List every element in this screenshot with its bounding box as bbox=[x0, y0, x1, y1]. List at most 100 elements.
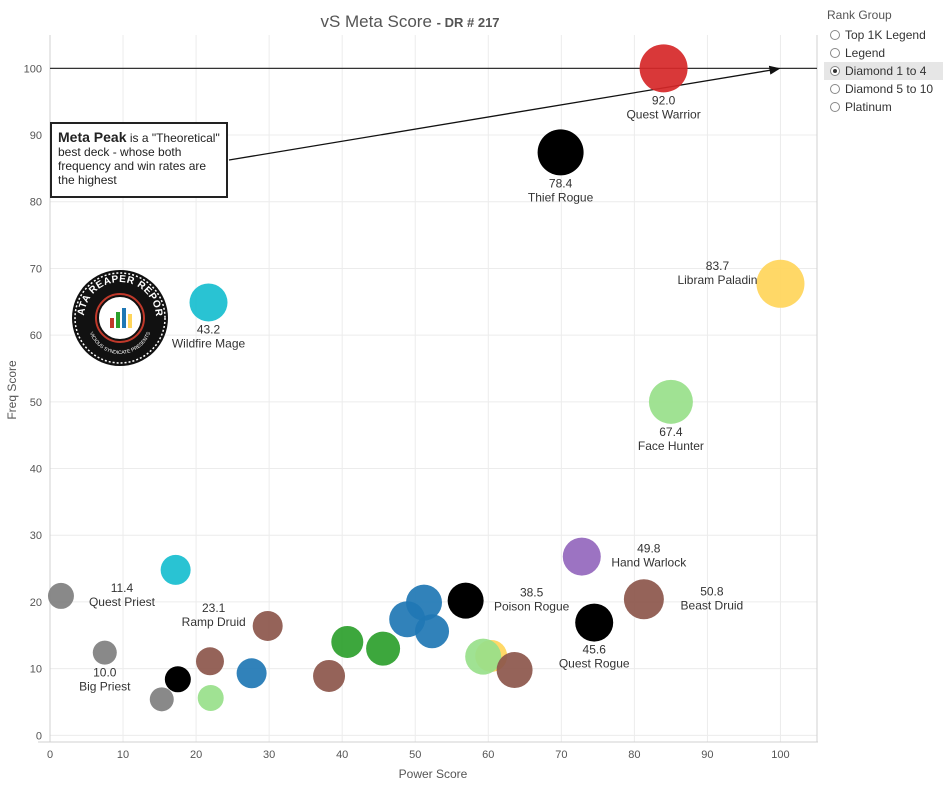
y-tick-label: 0 bbox=[36, 730, 42, 742]
chart-title: vS Meta Score - DR # 217 bbox=[0, 12, 820, 32]
y-tick-label: 70 bbox=[30, 263, 42, 275]
x-tick-label: 70 bbox=[555, 749, 567, 761]
point-face-hunter[interactable] bbox=[648, 379, 693, 424]
point-deck[interactable] bbox=[496, 651, 533, 688]
point-poison-rogue[interactable] bbox=[447, 582, 484, 619]
point-deck[interactable] bbox=[195, 647, 224, 676]
callout-strong-text: Meta Peak bbox=[58, 129, 127, 145]
rank-option-label: Platinum bbox=[845, 100, 892, 114]
point-wildfire-mage[interactable] bbox=[189, 283, 228, 322]
chart-title-main: vS Meta Score bbox=[320, 12, 432, 31]
point-deck[interactable] bbox=[236, 658, 267, 689]
y-tick-label: 50 bbox=[30, 397, 42, 409]
x-tick-label: 0 bbox=[47, 749, 53, 761]
x-tick-label: 10 bbox=[117, 749, 129, 761]
x-tick-label: 50 bbox=[409, 749, 421, 761]
chart-title-sub: - DR # 217 bbox=[436, 15, 500, 30]
deck-name-label: Beast Druid bbox=[681, 598, 744, 612]
radio-button-icon[interactable] bbox=[830, 66, 840, 76]
y-tick-label: 60 bbox=[30, 330, 42, 342]
x-tick-label: 100 bbox=[771, 749, 789, 761]
y-tick-label: 20 bbox=[30, 597, 42, 609]
arrow-head bbox=[768, 65, 781, 75]
point-ramp-druid[interactable] bbox=[252, 610, 283, 641]
score-label: 92.0 bbox=[652, 93, 676, 107]
x-tick-label: 30 bbox=[263, 749, 275, 761]
score-label: 50.8 bbox=[700, 584, 724, 598]
point-deck[interactable] bbox=[465, 638, 502, 675]
score-label: 67.4 bbox=[659, 425, 683, 439]
deck-name-label: Libram Paladin bbox=[677, 273, 757, 287]
callout-body-text: is a "Theoretical" best deck - whose bot… bbox=[58, 131, 220, 187]
radio-button-icon[interactable] bbox=[830, 30, 840, 40]
rank-option-diamond-5-to-10[interactable]: Diamond 5 to 10 bbox=[824, 80, 943, 98]
point-deck[interactable] bbox=[197, 684, 224, 711]
arrow-shaft bbox=[228, 69, 773, 161]
deck-name-label: Face Hunter bbox=[638, 439, 704, 453]
x-tick-label: 60 bbox=[482, 749, 494, 761]
point-deck[interactable] bbox=[331, 625, 364, 658]
point-deck[interactable] bbox=[415, 614, 450, 649]
rank-option-platinum[interactable]: Platinum bbox=[824, 98, 943, 116]
point-quest-priest[interactable] bbox=[47, 582, 74, 609]
point-big-priest[interactable] bbox=[92, 640, 117, 665]
x-axis-title: Power Score bbox=[399, 767, 468, 781]
deck-name-label: Quest Warrior bbox=[626, 107, 700, 121]
deck-name-label: Wildfire Mage bbox=[172, 336, 246, 350]
deck-name-label: Ramp Druid bbox=[182, 615, 246, 629]
data-points bbox=[47, 44, 805, 712]
point-deck[interactable] bbox=[366, 631, 401, 666]
x-tick-label: 20 bbox=[190, 749, 202, 761]
score-label: 23.1 bbox=[202, 601, 226, 615]
deck-name-label: Quest Priest bbox=[89, 595, 156, 609]
radio-button-icon[interactable] bbox=[830, 84, 840, 94]
score-label: 49.8 bbox=[637, 542, 661, 556]
score-label: 43.2 bbox=[197, 322, 221, 336]
point-quest-warrior[interactable] bbox=[639, 44, 688, 93]
rank-option-diamond-1-to-4[interactable]: Diamond 1 to 4 bbox=[824, 62, 943, 80]
score-label: 10.0 bbox=[93, 666, 117, 680]
y-tick-label: 10 bbox=[30, 664, 42, 676]
rank-option-top-1k-legend[interactable]: Top 1K Legend bbox=[824, 26, 943, 44]
radio-button-icon[interactable] bbox=[830, 102, 840, 112]
point-beast-druid[interactable] bbox=[623, 579, 664, 620]
rank-option-label: Top 1K Legend bbox=[845, 28, 926, 42]
point-deck[interactable] bbox=[406, 584, 443, 621]
point-quest-rogue[interactable] bbox=[575, 603, 614, 642]
rank-option-label: Diamond 1 to 4 bbox=[845, 64, 927, 78]
point-deck[interactable] bbox=[149, 687, 174, 712]
deck-name-label: Big Priest bbox=[79, 680, 131, 694]
y-tick-label: 40 bbox=[30, 464, 42, 476]
rank-option-legend[interactable]: Legend bbox=[824, 44, 943, 62]
deck-name-label: Thief Rogue bbox=[528, 190, 594, 204]
score-label: 11.4 bbox=[111, 581, 134, 595]
point-deck[interactable] bbox=[160, 554, 191, 585]
point-deck[interactable] bbox=[313, 659, 346, 692]
score-label: 38.5 bbox=[520, 586, 544, 600]
point-hand-warlock[interactable] bbox=[562, 537, 601, 576]
point-thief-rogue[interactable] bbox=[537, 129, 584, 176]
y-tick-label: 30 bbox=[30, 530, 42, 542]
score-label: 45.6 bbox=[583, 643, 607, 657]
x-tick-label: 80 bbox=[628, 749, 640, 761]
point-deck[interactable] bbox=[164, 666, 191, 693]
y-tick-label: 80 bbox=[30, 197, 42, 209]
rank-group-title: Rank Group bbox=[827, 8, 892, 22]
score-label: 78.4 bbox=[549, 176, 573, 190]
radio-button-icon[interactable] bbox=[830, 48, 840, 58]
deck-name-label: Quest Rogue bbox=[559, 657, 630, 671]
meta-peak-callout: Meta Peak is a "Theoretical" best deck -… bbox=[50, 122, 228, 198]
y-tick-label: 100 bbox=[24, 63, 42, 75]
deck-name-label: Poison Rogue bbox=[494, 600, 570, 614]
y-tick-label: 90 bbox=[30, 130, 42, 142]
meta-peak-arrow bbox=[228, 65, 781, 161]
rank-option-label: Legend bbox=[845, 46, 886, 60]
x-tick-label: 90 bbox=[701, 749, 713, 761]
x-tick-label: 40 bbox=[336, 749, 348, 761]
point-libram-paladin[interactable] bbox=[756, 259, 805, 308]
y-axis-title: Freq Score bbox=[5, 360, 19, 420]
rank-option-label: Diamond 5 to 10 bbox=[845, 82, 934, 96]
rank-group-filter: Rank Group Top 1K Legend Legend Diamond … bbox=[824, 6, 943, 116]
